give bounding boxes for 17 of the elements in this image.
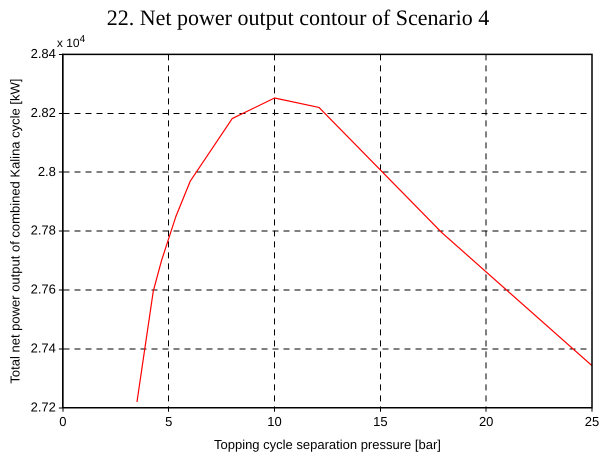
x-axis-title: Topping cycle separation pressure [bar] [214, 436, 441, 452]
y-tick-label: 2.72 [30, 399, 56, 414]
y-tick-label: 2.8 [38, 164, 56, 179]
y-tick-label: 2.78 [30, 222, 56, 238]
y-tick-label: 2.76 [30, 282, 56, 297]
x-tick-label: 10 [267, 414, 282, 430]
y-tick-label: 2.74 [30, 340, 56, 356]
x-tick-label: 15 [373, 414, 388, 430]
x-tick-label: 0 [59, 414, 67, 430]
x-tick-label: 20 [478, 414, 494, 430]
x-tick-label: 25 [584, 414, 600, 430]
x-tick-label: 5 [165, 414, 172, 430]
y-tick-label: 2.82 [30, 104, 56, 120]
y-tick-label: 2.84 [30, 46, 56, 61]
chart-title: 22. Net power output contour of Scenario 4 [106, 4, 490, 30]
text: x 10$^{4}$ [56, 34, 86, 50]
y-axis-title: Total net power output of combined Kalina cycle [kW] [7, 78, 22, 384]
